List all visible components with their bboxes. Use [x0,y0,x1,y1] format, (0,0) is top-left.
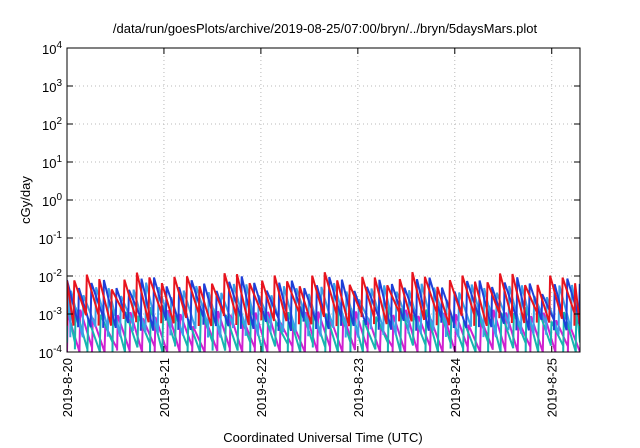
y-tick-exponent: 2 [56,116,62,127]
y-tick-exponent: -1 [53,230,62,241]
y-tick-label: 10-4 [39,344,63,361]
y-tick-exponent: -3 [53,306,62,317]
y-tick-label: 102 [42,116,62,133]
y-tick-exponent: 0 [56,192,62,203]
y-tick-exponent: -4 [53,344,62,355]
y-tick-base: 10 [39,346,53,361]
y-tick-exponent: -2 [53,268,62,279]
x-tick-label: 2019-8-23 [351,358,366,417]
x-tick-label: 2019-8-21 [157,358,172,417]
y-tick-label: 10-3 [39,306,63,323]
y-tick-base: 10 [42,80,56,95]
y-tick-base: 10 [39,308,53,323]
y-tick-base: 10 [42,42,56,57]
y-tick-base: 10 [39,270,53,285]
series-line [67,304,580,352]
series-group [67,271,580,352]
y-tick-label: 100 [42,192,62,209]
x-tick-label: 2019-8-22 [254,358,269,417]
y-tick-label: 103 [42,78,62,95]
y-tick-base: 10 [42,118,56,133]
x-tick-label: 2019-8-24 [448,358,463,417]
y-tick-base: 10 [42,194,56,209]
x-tick-label: 2019-8-20 [60,358,75,417]
y-axis-label: cGy/day [18,176,33,224]
series-line [67,271,580,327]
y-tick-exponent: 3 [56,78,62,89]
y-tick-exponent: 1 [56,154,62,165]
x-tick-label: 2019-8-25 [545,358,560,417]
y-tick-label: 10-1 [39,230,63,247]
y-tick-base: 10 [39,232,53,247]
y-tick-base: 10 [42,156,56,171]
y-tick-label: 101 [42,154,62,171]
series-line [67,282,580,338]
y-tick-exponent: 4 [56,40,62,51]
y-tick-label: 104 [42,40,62,57]
x-axis-ticks: 2019-8-20 2019-8-21 2019-8-22 2019-8-23 2019… [60,48,560,417]
chart-title: /data/run/goesPlots/archive/2019-08-25/0… [113,21,538,36]
y-tick-label: 10-2 [39,268,63,285]
series-line [67,276,580,332]
x-axis-label: Coordinated Universal Time (UTC) [223,430,422,445]
